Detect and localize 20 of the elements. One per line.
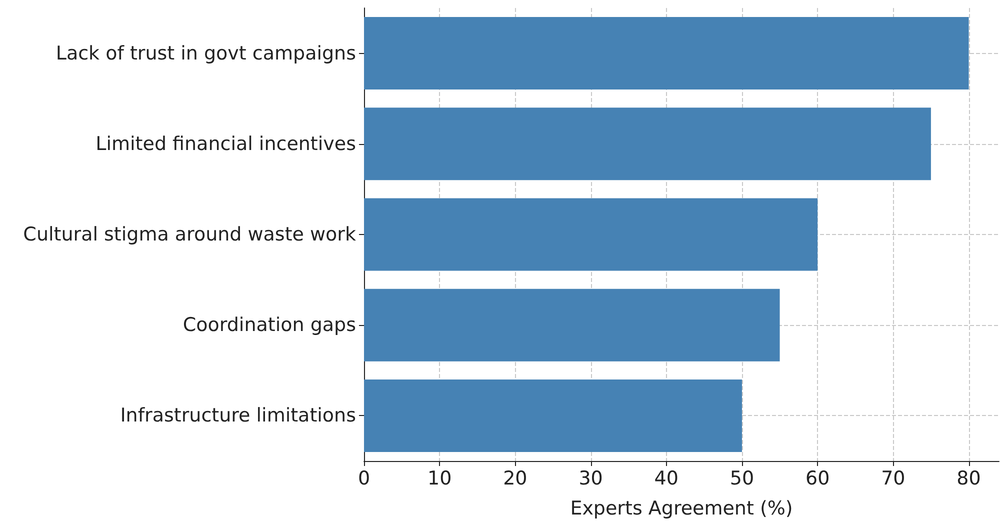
x-tick-label: 70: [881, 468, 906, 490]
x-axis-title: Experts Agreement (%): [570, 498, 793, 520]
bar: [364, 379, 742, 452]
x-tick-label: 0: [358, 468, 370, 490]
x-tick-label: 80: [956, 468, 981, 490]
y-tick-label: Cultural stigma around waste work: [23, 224, 356, 246]
x-tick-label: 50: [730, 468, 754, 490]
bar: [364, 108, 931, 180]
x-tick-label: 60: [805, 468, 830, 490]
x-tick-label: 20: [503, 468, 528, 490]
y-tick-label: Infrastructure limitations: [120, 404, 356, 427]
y-tick-label: Lack of trust in govt campaigns: [56, 42, 356, 64]
x-tick-label: 30: [578, 468, 603, 490]
y-tick-label: Limited financial incentives: [96, 132, 356, 155]
bar: [364, 17, 969, 90]
x-tick-label: 10: [428, 468, 452, 490]
x-tick-label: 40: [654, 468, 678, 490]
bar: [364, 198, 818, 271]
bar: [364, 288, 780, 362]
y-tick-label: Coordination gaps: [182, 314, 356, 336]
